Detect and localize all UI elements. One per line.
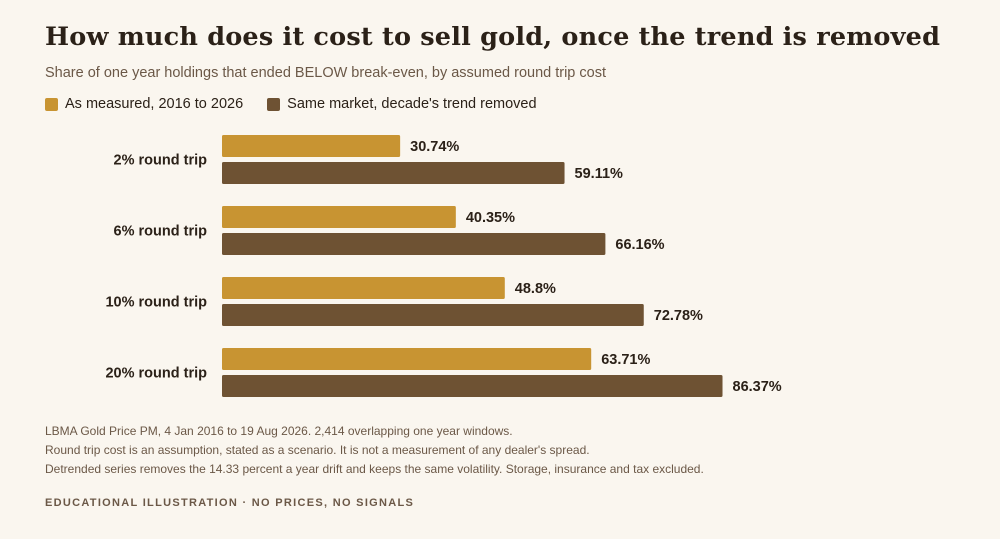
bar-10-round-trip-measured — [222, 277, 505, 299]
bar-20-round-trip-detrended — [222, 375, 723, 397]
note-assumption: Round trip cost is an assumption, stated… — [45, 443, 590, 457]
legend: As measured, 2016 to 2026 Same market, d… — [45, 96, 561, 112]
chart-title: How much does it cost to sell gold, once… — [45, 22, 941, 52]
footer-disclaimer: EDUCATIONAL ILLUSTRATION · NO PRICES, NO… — [45, 497, 415, 509]
data-label-2-round-trip-detrended: 59.11% — [575, 166, 623, 182]
bar-chart: 2% round trip 30.74% 59.11% 6% round trip 40… — [105, 135, 782, 397]
data-label-10-round-trip-detrended: 72.78% — [654, 308, 703, 324]
chart-notes: LBMA Gold Price PM, 4 Jan 2016 to 19 Aug… — [45, 422, 704, 479]
category-label-10-round-trip: 10% round trip — [105, 295, 207, 311]
chart-subtitle: Share of one year holdings that ended BE… — [45, 65, 606, 81]
bar-6-round-trip-detrended — [222, 233, 606, 255]
legend-swatch-detrended — [267, 97, 281, 111]
bar-6-round-trip-measured — [222, 206, 456, 228]
category-label-20-round-trip: 20% round trip — [105, 366, 207, 382]
legend-swatch-measured — [45, 97, 58, 111]
data-label-20-round-trip-measured: 63.71% — [601, 352, 650, 368]
note-source: LBMA Gold Price PM, 4 Jan 2016 to 19 Aug… — [45, 424, 513, 438]
data-label-2-round-trip-measured: 30.74% — [410, 139, 459, 155]
note-detrend: Detrended series removes the 14.33 perce… — [45, 462, 704, 476]
category-label-6-round-trip: 6% round trip — [114, 224, 208, 240]
legend-label-measured: As measured, 2016 to 2026 — [65, 96, 244, 112]
bar-2-round-trip-detrended — [222, 162, 565, 184]
data-label-6-round-trip-detrended: 66.16% — [615, 237, 664, 253]
data-label-20-round-trip-detrended: 86.37% — [733, 379, 782, 395]
bar-2-round-trip-measured — [222, 135, 401, 157]
category-label-2-round-trip: 2% round trip — [114, 153, 208, 169]
data-label-6-round-trip-measured: 40.35% — [466, 210, 515, 226]
data-label-10-round-trip-measured: 48.8% — [515, 281, 556, 297]
bar-20-round-trip-measured — [222, 348, 592, 370]
legend-label-detrended: Same market, decade's trend removed — [287, 96, 537, 112]
legend-item-detrended: Same market, decade's trend removed — [267, 96, 537, 112]
bar-10-round-trip-detrended — [222, 304, 644, 326]
legend-item-measured: As measured, 2016 to 2026 — [45, 96, 243, 112]
